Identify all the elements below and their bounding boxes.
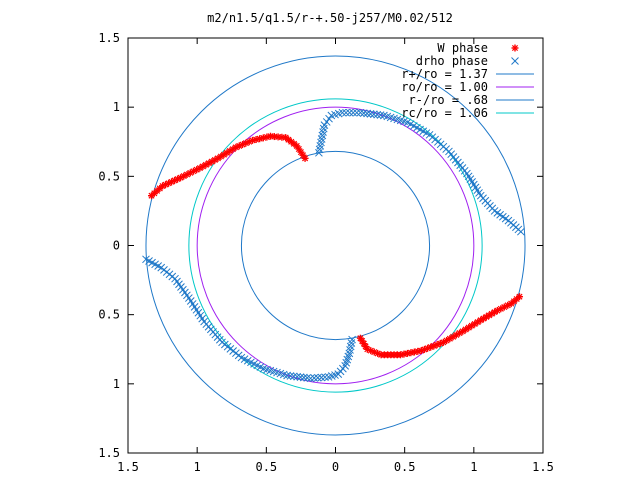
x-marker	[325, 114, 333, 123]
x-tick-label: 1.5	[117, 460, 139, 474]
y-tick-label: 0.5	[98, 308, 120, 322]
x-marker	[320, 121, 329, 130]
series-w-phase	[148, 132, 523, 359]
x-tick-label: 0.5	[394, 460, 416, 474]
x-marker	[373, 110, 382, 119]
x-marker	[303, 374, 312, 382]
x-marker	[289, 372, 298, 381]
x-marker	[369, 110, 378, 119]
legend-label: W phase	[437, 41, 488, 55]
legend-label: r+/ro = 1.37	[401, 67, 488, 81]
data-series	[142, 108, 525, 383]
y-tick-label: 0	[113, 239, 120, 253]
chart-title: m2/n1.5/q1.5/r-+.50-j257/M0.02/512	[207, 11, 453, 25]
legend-label: r-/ro = .68	[409, 93, 488, 107]
y-tick-label: 0.5	[98, 169, 120, 183]
x-tick-label: 0	[332, 460, 339, 474]
x-marker	[310, 374, 319, 382]
legend-label: drho phase	[416, 54, 488, 68]
x-marker	[376, 111, 385, 119]
x-marker	[306, 374, 315, 383]
x-marker	[293, 372, 302, 381]
y-tick-label: 1.5	[98, 31, 120, 45]
x-marker	[286, 372, 295, 380]
x-marker	[142, 255, 150, 264]
y-tick-label: 1	[113, 377, 120, 391]
reference-circle	[196, 106, 475, 385]
x-marker	[342, 108, 350, 117]
series-drho-phase	[142, 108, 525, 383]
plus-marker	[515, 293, 523, 301]
plus-marker	[511, 44, 519, 52]
plus-marker	[443, 336, 451, 344]
x-tick-label: 1	[194, 460, 201, 474]
x-marker	[313, 373, 322, 382]
reference-circle	[240, 150, 431, 341]
reference-circle	[145, 55, 526, 436]
x-marker	[511, 57, 519, 65]
x-marker	[338, 108, 347, 117]
x-marker	[296, 373, 305, 381]
legend-label: ro/ro = 1.00	[401, 80, 488, 94]
x-marker	[322, 118, 331, 126]
x-marker	[363, 109, 371, 118]
x-marker	[359, 109, 368, 117]
x-axis: 1.5 1 0.5 0 0.5 1 1.5	[117, 38, 554, 474]
x-marker	[349, 108, 358, 117]
x-marker	[300, 373, 308, 382]
y-axis: 1.5 1 0.5 0 0.5 1 1.5	[98, 31, 543, 460]
plus-marker	[301, 154, 309, 162]
legend-label: rc/ro = 1.06	[401, 106, 488, 120]
reference-circle	[188, 98, 483, 393]
x-marker	[352, 108, 361, 117]
x-marker	[356, 108, 365, 117]
x-marker	[345, 108, 354, 117]
y-tick-label: 1	[113, 100, 120, 114]
reference-circles	[145, 55, 526, 436]
x-marker	[321, 373, 329, 382]
y-tick-label: 1.5	[98, 446, 120, 460]
x-marker	[317, 373, 326, 382]
x-marker	[366, 110, 375, 118]
x-tick-label: 1.5	[532, 460, 554, 474]
x-marker	[324, 373, 333, 381]
x-tick-label: 1	[470, 460, 477, 474]
x-tick-label: 0.5	[255, 460, 277, 474]
x-marker	[517, 227, 525, 236]
